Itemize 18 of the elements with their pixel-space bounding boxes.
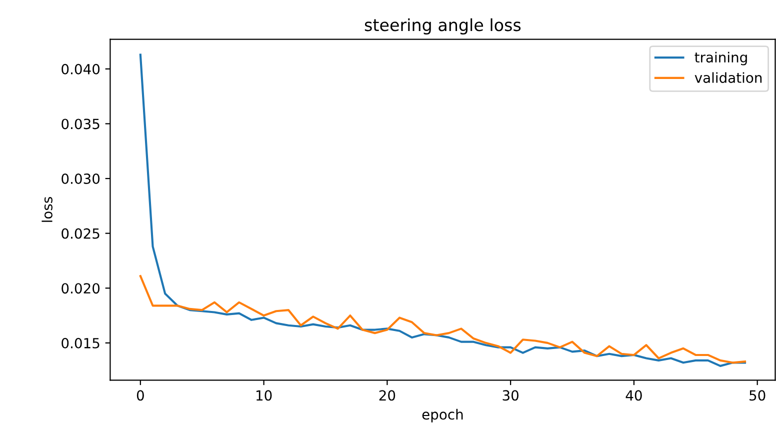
y-tick-label: 0.040 (62, 64, 100, 74)
y-tick-label: 0.025 (62, 228, 100, 239)
line-series (139, 275, 746, 364)
chart-title: steering angle loss (364, 18, 521, 34)
y-axis-title: loss (42, 197, 52, 222)
y-tick-label: 0.020 (62, 283, 100, 294)
y-tick-label: 0.030 (62, 173, 100, 184)
legend-label: training (694, 52, 747, 66)
x-tick-label: 50 (750, 390, 766, 401)
x-axis-title: epoch (422, 408, 463, 422)
x-tick-label: 30 (502, 390, 518, 401)
x-tick-label: 20 (379, 390, 396, 401)
x-tick-label: 10 (256, 390, 272, 401)
legend-label: validation (694, 72, 762, 83)
y-tick-label: 0.015 (62, 338, 100, 348)
x-tick-label: 40 (626, 390, 642, 401)
y-tick-label: 0.035 (62, 118, 100, 130)
x-tick-label: 0 (136, 390, 144, 401)
